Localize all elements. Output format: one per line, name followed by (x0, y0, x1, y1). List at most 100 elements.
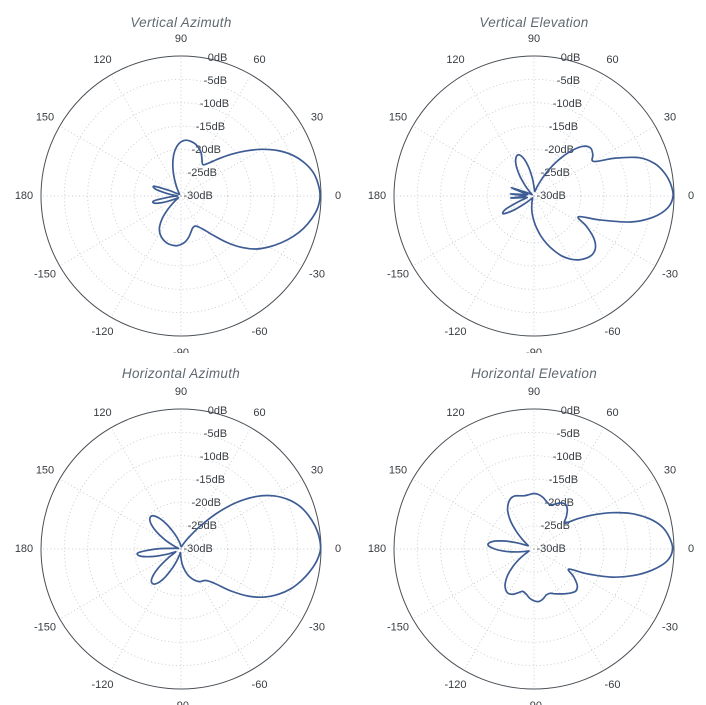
angle-tick-label: 150 (36, 111, 54, 123)
angle-tick-label: 30 (311, 464, 323, 476)
db-tick-label: -15dB (196, 474, 225, 486)
db-tick-label: 0dB (208, 52, 228, 64)
angle-tick-label: 180 (368, 190, 386, 202)
grid-ring (416, 431, 652, 667)
grid-ring (440, 102, 628, 290)
grid-spoke (533, 195, 605, 318)
radiation-pattern-curve (501, 145, 675, 261)
grid-ring (416, 78, 652, 314)
angle-tick-label: 60 (253, 407, 265, 419)
grid-spoke (180, 548, 252, 671)
grid-spoke (110, 195, 182, 318)
angle-tick-label: -90 (173, 347, 189, 353)
angle-tick-label: 60 (606, 407, 618, 419)
db-tick-label: -15dB (196, 121, 225, 133)
angle-tick-label: -150 (387, 268, 409, 280)
angle-tick-label: -30 (309, 621, 325, 633)
angle-tick-label: 0 (335, 190, 341, 202)
db-tick-label: -30dB (537, 543, 566, 555)
angle-tick-label: -150 (34, 621, 56, 633)
polar-grid (40, 55, 322, 337)
outer-ring (393, 408, 675, 690)
grid-spoke (463, 548, 535, 671)
grid-ring (133, 501, 229, 597)
outer-ring (40, 55, 322, 337)
grid-spoke (110, 427, 182, 550)
angle-tick-label: 120 (446, 407, 464, 419)
angle-tick-label: -150 (387, 621, 409, 633)
angle-tick-label: 150 (389, 111, 407, 123)
angle-tick-label: 180 (15, 543, 33, 555)
angle-tick-label: -120 (444, 326, 466, 338)
grid-ring (87, 455, 275, 643)
grid-spoke (180, 195, 252, 318)
grid-ring (63, 78, 299, 314)
db-tick-label: 0dB (208, 405, 228, 417)
db-tick-label: -10dB (553, 451, 582, 463)
polar-plot-body: 90 60 30 0 -30 -60 -90 -120 -150 180 150 120 0dB -5dB… (368, 33, 694, 353)
grid-ring (440, 455, 628, 643)
grid-spoke (463, 427, 535, 550)
chart-title: Horizontal Azimuth (122, 366, 240, 381)
db-tick-label: -10dB (553, 98, 582, 110)
grid-ring (157, 172, 205, 220)
grid-spoke (180, 478, 303, 550)
grid-spoke (110, 548, 182, 671)
angle-tick-label: 90 (528, 33, 540, 45)
grid-ring (463, 125, 605, 267)
grid-spoke (180, 125, 303, 197)
angle-tick-label: 60 (253, 54, 265, 66)
angle-tick-label: 180 (368, 543, 386, 555)
angle-tick-label: 90 (175, 33, 187, 45)
polar-plot-body: 90 60 30 0 -30 -60 -90 -120 -150 180 150 120 0dB -5dB… (15, 386, 341, 705)
db-tick-label: 0dB (561, 405, 581, 417)
db-tick-label: -25dB (188, 167, 217, 179)
angle-tick-label: 0 (335, 543, 341, 555)
db-tick-label: -15dB (549, 121, 578, 133)
angle-tick-label: 120 (93, 407, 111, 419)
db-tick-label: 0dB (561, 52, 581, 64)
db-tick-label: -20dB (545, 144, 574, 156)
polar-plot-body: 90 60 30 0 -30 -60 -90 -120 -150 180 150 120 0dB -5dB… (368, 386, 694, 705)
chart-vertical-elevation: Vertical Elevation 90 60 30 0 -30 -60 -90 -120 -… (353, 0, 706, 353)
db-tick-label: -5dB (557, 428, 580, 440)
angle-tick-label: 120 (93, 54, 111, 66)
chart-title: Vertical Azimuth (130, 15, 231, 30)
angle-tick-label: -120 (444, 679, 466, 691)
chart-horizontal-azimuth: Horizontal Azimuth 90 60 30 0 -30 -60 -90 -120 -… (0, 353, 353, 705)
radiation-pattern-curve (151, 139, 321, 250)
db-tick-label: -10dB (200, 451, 229, 463)
angle-tick-label: -90 (173, 700, 189, 705)
db-tick-label: -30dB (184, 190, 213, 202)
angle-tick-label: 120 (446, 54, 464, 66)
db-tick-label: -10dB (200, 98, 229, 110)
grid-ring (486, 501, 582, 597)
grid-spoke (412, 195, 535, 267)
grid-spoke (59, 548, 182, 620)
angle-tick-label: 30 (311, 111, 323, 123)
grid-spoke (59, 195, 182, 267)
grid-ring (486, 148, 582, 244)
radiation-pattern-curve (487, 492, 674, 603)
polar-grid (40, 408, 322, 690)
angle-tick-label: 90 (528, 386, 540, 398)
grid-spoke (110, 74, 182, 197)
grid-spoke (463, 195, 535, 318)
radiation-pattern-curve (136, 494, 322, 599)
angle-tick-label: -90 (526, 347, 542, 353)
grid-ring (463, 478, 605, 620)
db-tick-label: -30dB (184, 543, 213, 555)
angle-tick-label: -30 (309, 268, 325, 280)
polar-plot-vertical-elevation: Vertical Elevation 90 60 30 0 -30 -60 -90 -120 -… (368, 15, 694, 353)
polar-grid (393, 55, 675, 337)
angle-tick-label: 180 (15, 190, 33, 202)
angle-tick-label: -150 (34, 268, 56, 280)
angle-tick-label: 150 (389, 464, 407, 476)
grid-ring (87, 102, 275, 290)
angle-tick-label: 0 (688, 190, 694, 202)
outer-ring (393, 55, 675, 337)
angle-tick-label: 150 (36, 464, 54, 476)
angle-tick-label: -30 (662, 268, 678, 280)
angle-tick-label: 90 (175, 386, 187, 398)
